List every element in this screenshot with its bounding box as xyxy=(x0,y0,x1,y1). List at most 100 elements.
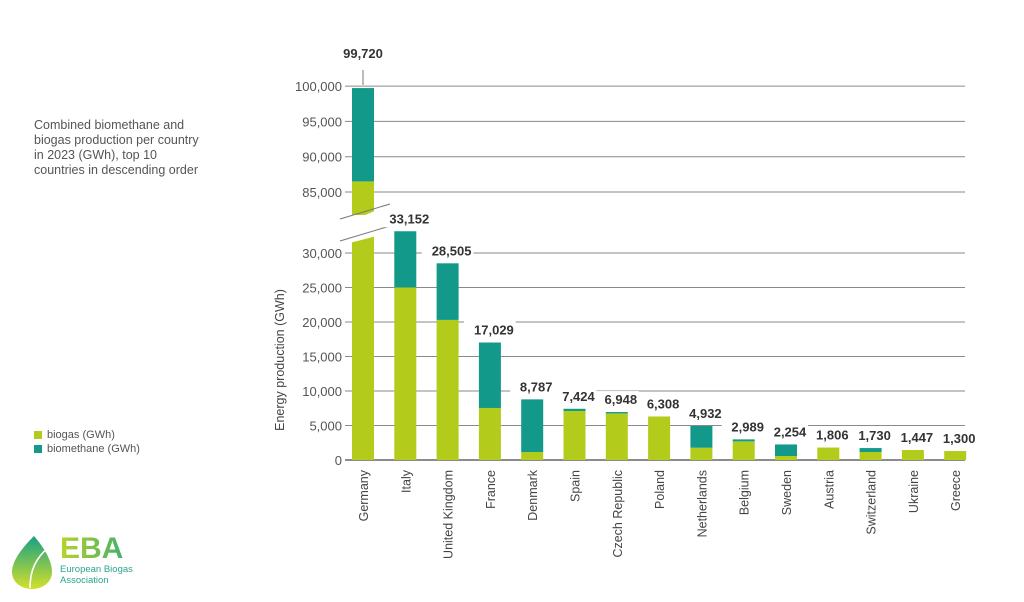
y-tick-label: 25,000 xyxy=(302,281,342,296)
legend-swatch-biomethane xyxy=(34,445,42,453)
bar-biomethane xyxy=(732,439,755,442)
axis-break xyxy=(338,204,392,246)
data-label: 6,948 xyxy=(605,392,638,407)
x-tick-label: Denmark xyxy=(526,469,540,520)
legend-label: biogas (GWh) xyxy=(47,429,115,441)
bar-biogas xyxy=(901,450,924,460)
bar-biogas xyxy=(817,447,840,460)
x-tick-label: United Kingdom xyxy=(442,470,456,559)
axis-break-mark xyxy=(339,225,391,242)
x-tick-label: Germany xyxy=(357,469,371,521)
bar-biogas xyxy=(563,411,586,460)
legend-label: biomethane (GWh) xyxy=(47,443,140,455)
x-tick-label: Spain xyxy=(569,470,583,502)
logo-abbr: EBA xyxy=(60,534,150,564)
x-tick-label: France xyxy=(484,470,498,509)
data-label: 1,806 xyxy=(816,428,849,443)
x-tick-label: Austria xyxy=(822,470,836,509)
y-tick-label: 5,000 xyxy=(309,419,342,434)
x-tick-label: Poland xyxy=(653,470,667,509)
eba-logo: EBA European Biogas Association xyxy=(10,534,150,590)
data-label: 1,730 xyxy=(858,428,891,443)
label-bg xyxy=(890,429,935,447)
data-label: 28,505 xyxy=(432,243,472,258)
bar-biogas xyxy=(605,413,628,460)
y-tick-label: 90,000 xyxy=(302,150,342,165)
data-label: 4,932 xyxy=(689,406,722,421)
y-tick-label: 95,000 xyxy=(302,114,342,129)
data-label: 1,447 xyxy=(901,430,934,445)
data-label: 99,720 xyxy=(343,46,383,61)
bar-biogas xyxy=(478,407,501,460)
label-bg xyxy=(764,423,808,441)
bar-biogas xyxy=(521,451,544,460)
x-tick-label: Switzerland xyxy=(865,470,879,535)
x-tick-label: Greece xyxy=(949,470,963,511)
label-bg xyxy=(721,418,766,436)
label-bg xyxy=(806,426,851,444)
axis-break-mark xyxy=(339,203,391,220)
label-bg xyxy=(337,45,389,62)
data-label: 7,424 xyxy=(562,389,595,404)
label-bg xyxy=(848,427,893,445)
x-tick-label: Netherlands xyxy=(695,470,709,537)
bar-biogas xyxy=(775,455,797,460)
bar-biomethane xyxy=(563,408,586,412)
bar-biogas xyxy=(394,287,417,460)
y-tick-label: 10,000 xyxy=(302,384,342,399)
label-bg xyxy=(510,378,555,396)
legend-swatch-biogas xyxy=(34,431,42,439)
bar-biogas xyxy=(732,441,755,460)
y-tick-label: 0 xyxy=(335,453,342,468)
data-label: 2,989 xyxy=(731,419,764,434)
x-tick-label: Czech Republic xyxy=(611,470,625,558)
bar-biomethane xyxy=(436,263,459,320)
leaf-icon xyxy=(12,536,52,589)
bar-biomethane xyxy=(859,448,882,452)
bar-biogas xyxy=(859,451,882,460)
y-tick-label: 20,000 xyxy=(302,315,342,330)
bar-biomethane xyxy=(775,444,797,456)
legend-item-biomethane: biomethane (GWh) xyxy=(34,442,140,456)
legend-item-biogas: biogas (GWh) xyxy=(34,428,140,442)
bar-biomethane xyxy=(394,231,417,288)
x-tick-label: Italy xyxy=(399,469,413,493)
label-bg xyxy=(679,404,724,422)
data-label: 1,300 xyxy=(943,431,976,446)
x-tick-label: Ukraine xyxy=(907,470,921,513)
x-tick-label: Sweden xyxy=(780,470,794,515)
label-bg xyxy=(379,210,432,228)
data-label: 33,152 xyxy=(389,211,429,226)
y-tick-label: 100,000 xyxy=(295,79,342,94)
bar-biomethane xyxy=(521,399,544,452)
bar-biogas xyxy=(648,416,671,460)
y-axis-title: Energy production (GWh) xyxy=(273,289,287,431)
bar-biogas xyxy=(690,447,713,460)
bar-biomethane xyxy=(690,425,713,448)
y-tick-label: 30,000 xyxy=(302,246,342,261)
logo-name: European Biogas Association xyxy=(60,564,133,586)
x-tick-label: Belgium xyxy=(738,470,752,515)
bar-biomethane xyxy=(605,412,628,414)
bar-biogas xyxy=(352,181,374,215)
label-bg xyxy=(421,242,474,260)
data-label: 8,787 xyxy=(520,379,553,394)
label-bg xyxy=(594,391,639,409)
label-bg xyxy=(552,387,597,405)
bar-biomethane xyxy=(352,88,374,182)
label-bg xyxy=(933,430,978,448)
legend: biogas (GWh) biomethane (GWh) xyxy=(34,428,140,456)
bar-biomethane xyxy=(478,342,501,408)
label-bg xyxy=(464,321,516,339)
bar-biogas xyxy=(352,233,374,460)
bar-biogas xyxy=(944,451,967,460)
data-label: 17,029 xyxy=(474,322,514,337)
data-label: 6,308 xyxy=(647,396,680,411)
y-tick-label: 85,000 xyxy=(302,185,342,200)
bar-biogas xyxy=(436,319,459,460)
chart-description: Combined biomethane and biogas productio… xyxy=(34,118,199,177)
label-bg xyxy=(637,395,682,413)
data-label: 2,254 xyxy=(774,424,807,439)
y-tick-label: 15,000 xyxy=(302,350,342,365)
